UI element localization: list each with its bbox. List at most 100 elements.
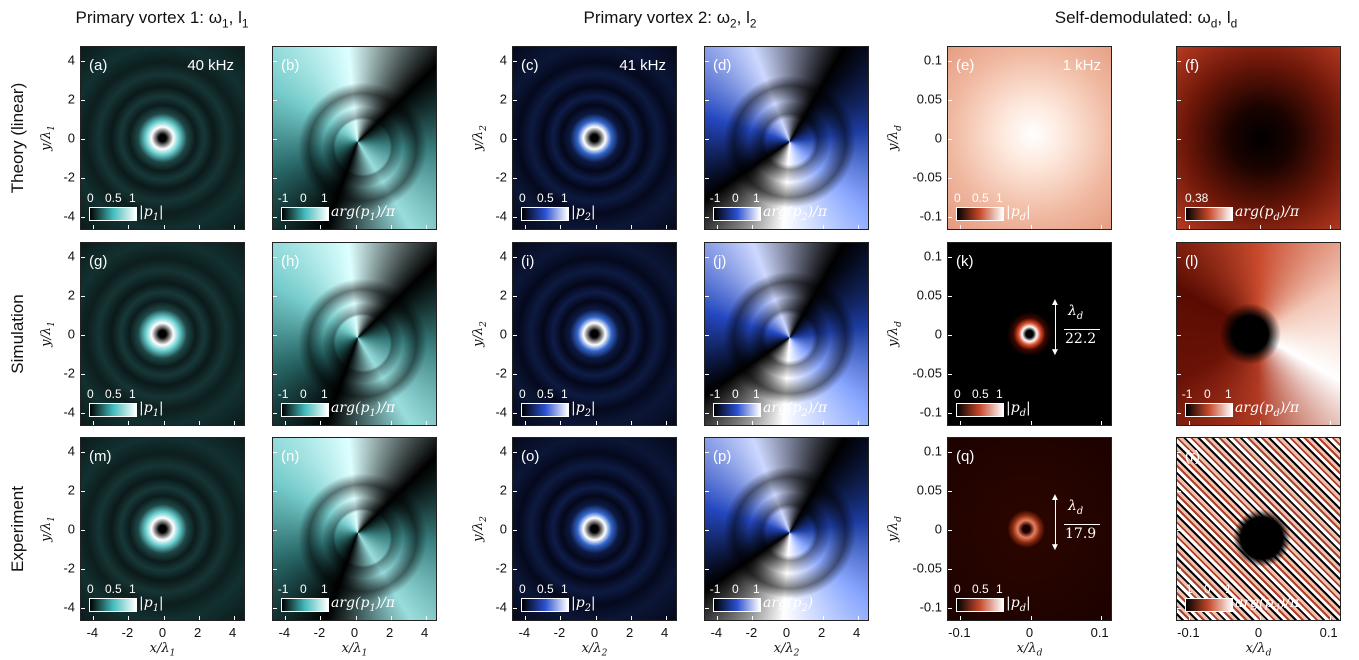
- y-tick-mark: [273, 99, 277, 101]
- x-axis-label: x/λ2: [581, 641, 608, 659]
- x-tick-mark: [595, 225, 597, 229]
- y-tick-mark: [81, 530, 85, 531]
- y-tick-mark: [81, 374, 85, 376]
- y-tick-label: 0: [67, 326, 75, 342]
- colorbar-tick: 0: [299, 387, 307, 401]
- x-tick-mark: [425, 225, 427, 229]
- y-tick-mark: [273, 139, 277, 140]
- x-tick-label: -2: [121, 625, 134, 640]
- x-tick-mark: [525, 421, 527, 425]
- colorbar-tick: 1: [995, 387, 1003, 401]
- y-tick-label: -4: [63, 208, 75, 224]
- y-tick-label: 0.1: [923, 248, 942, 264]
- colorbar-tick: 0: [731, 191, 739, 205]
- y-axis-label: y/λ2: [471, 125, 489, 151]
- x-tick-mark: [560, 225, 562, 229]
- y-tick-mark: [273, 569, 277, 571]
- x-tick-label: 0: [158, 625, 167, 640]
- x-tick-mark: [787, 616, 789, 620]
- colorbar-label: arg(pd)/π: [1235, 204, 1300, 223]
- y-tick-label: 0: [499, 326, 507, 342]
- frequency-label: 41 kHz: [619, 57, 666, 74]
- image-panel: (h) -1 0 1 arg(p1)/π: [272, 242, 437, 426]
- frequency-label: 1 kHz: [1062, 57, 1101, 74]
- x-tick-mark: [320, 225, 322, 229]
- image-panel: (i) 0 0.5 1 |p2|: [512, 242, 677, 426]
- y-axis-label: y/λ2: [471, 516, 489, 542]
- colorbar-tick: 0: [518, 582, 526, 596]
- colorbar-tick: -1: [277, 582, 289, 596]
- colorbar-tick: 0: [1203, 582, 1211, 596]
- y-tick-label: 2: [499, 482, 507, 498]
- row-label: Theory (linear): [8, 82, 27, 194]
- colorbar-tick: 0.5: [104, 387, 122, 401]
- row-label: Simulation: [8, 294, 27, 374]
- colorbar-tick: -1: [277, 191, 289, 205]
- y-tick-mark: [948, 451, 952, 453]
- y-tick-mark: [948, 256, 952, 258]
- y-tick-mark: [81, 295, 85, 297]
- panel-label: (q): [956, 448, 975, 465]
- y-tick-mark: [1177, 335, 1181, 336]
- y-tick-label: -2: [63, 169, 75, 185]
- colorbar-tick: 0.5: [104, 191, 122, 205]
- y-tick-mark: [1177, 139, 1181, 140]
- y-tick-mark: [513, 60, 517, 62]
- y-tick-mark: [948, 139, 952, 140]
- annotation-denominator: 22.2: [1065, 331, 1097, 347]
- x-tick-mark: [93, 225, 95, 229]
- y-tick-mark: [1177, 374, 1181, 376]
- y-tick-label: -2: [495, 365, 507, 381]
- annotation-arrow-head: ▼: [1050, 542, 1060, 553]
- x-tick-label: -4: [518, 625, 531, 640]
- y-tick-mark: [513, 451, 517, 453]
- y-tick-mark: [81, 451, 85, 453]
- image-panel: (g) 0 0.5 1 |p1|: [80, 242, 245, 426]
- y-tick-mark: [513, 374, 517, 376]
- colorbar-tick: 1: [560, 582, 568, 596]
- panel-label: (a): [89, 57, 108, 74]
- x-tick-mark: [1329, 616, 1331, 620]
- y-tick-label: -2: [63, 560, 75, 576]
- colorbar-tick: 0: [953, 191, 961, 205]
- x-tick-mark: [630, 225, 632, 229]
- x-tick-label: 0: [1025, 625, 1034, 640]
- y-tick-mark: [513, 217, 517, 219]
- x-tick-mark: [1100, 225, 1102, 229]
- y-tick-mark: [1177, 569, 1181, 571]
- colorbar-tick: 0.38: [1185, 191, 1209, 205]
- x-tick-mark: [1100, 616, 1102, 620]
- y-axis-label: y/λd: [886, 125, 904, 151]
- y-tick-mark: [273, 335, 277, 336]
- colorbar-label: arg(p2)/π: [763, 204, 828, 223]
- y-tick-mark: [513, 335, 517, 336]
- image-panel: (l) -1 0 1 arg(pd)/π: [1176, 242, 1341, 426]
- y-tick-mark: [513, 256, 517, 258]
- y-tick-label: 4: [499, 52, 507, 68]
- panel-label: (f): [1185, 57, 1200, 74]
- colorbar-tick: 1: [995, 582, 1003, 596]
- y-axis-label: y/λ1: [39, 321, 57, 347]
- x-tick-mark: [857, 225, 859, 229]
- y-tick-mark: [81, 178, 85, 180]
- colorbar-label: arg(p1)/π: [331, 595, 396, 614]
- y-tick-mark: [81, 490, 85, 492]
- y-tick-mark: [705, 217, 709, 219]
- annotation-arrow-head: ▼: [1050, 347, 1060, 358]
- x-tick-mark: [285, 225, 287, 229]
- x-tick-label: 0: [590, 625, 599, 640]
- x-tick-mark: [752, 421, 754, 425]
- y-tick-label: 0.05: [916, 482, 942, 498]
- colorbar: [1185, 207, 1233, 221]
- colorbar-label: |p1|: [139, 400, 164, 419]
- y-tick-label: 4: [67, 443, 75, 459]
- y-tick-label: -0.1: [919, 599, 942, 615]
- x-tick-mark: [1329, 225, 1331, 229]
- y-tick-label: 0: [499, 521, 507, 537]
- colorbar-tick: 1: [128, 387, 136, 401]
- image-panel: (j) -1 0 1 arg(p2)/π: [704, 242, 869, 426]
- colorbar-tick: 0: [953, 582, 961, 596]
- fraction-bar: [1064, 524, 1100, 525]
- y-tick-label: 2: [67, 287, 75, 303]
